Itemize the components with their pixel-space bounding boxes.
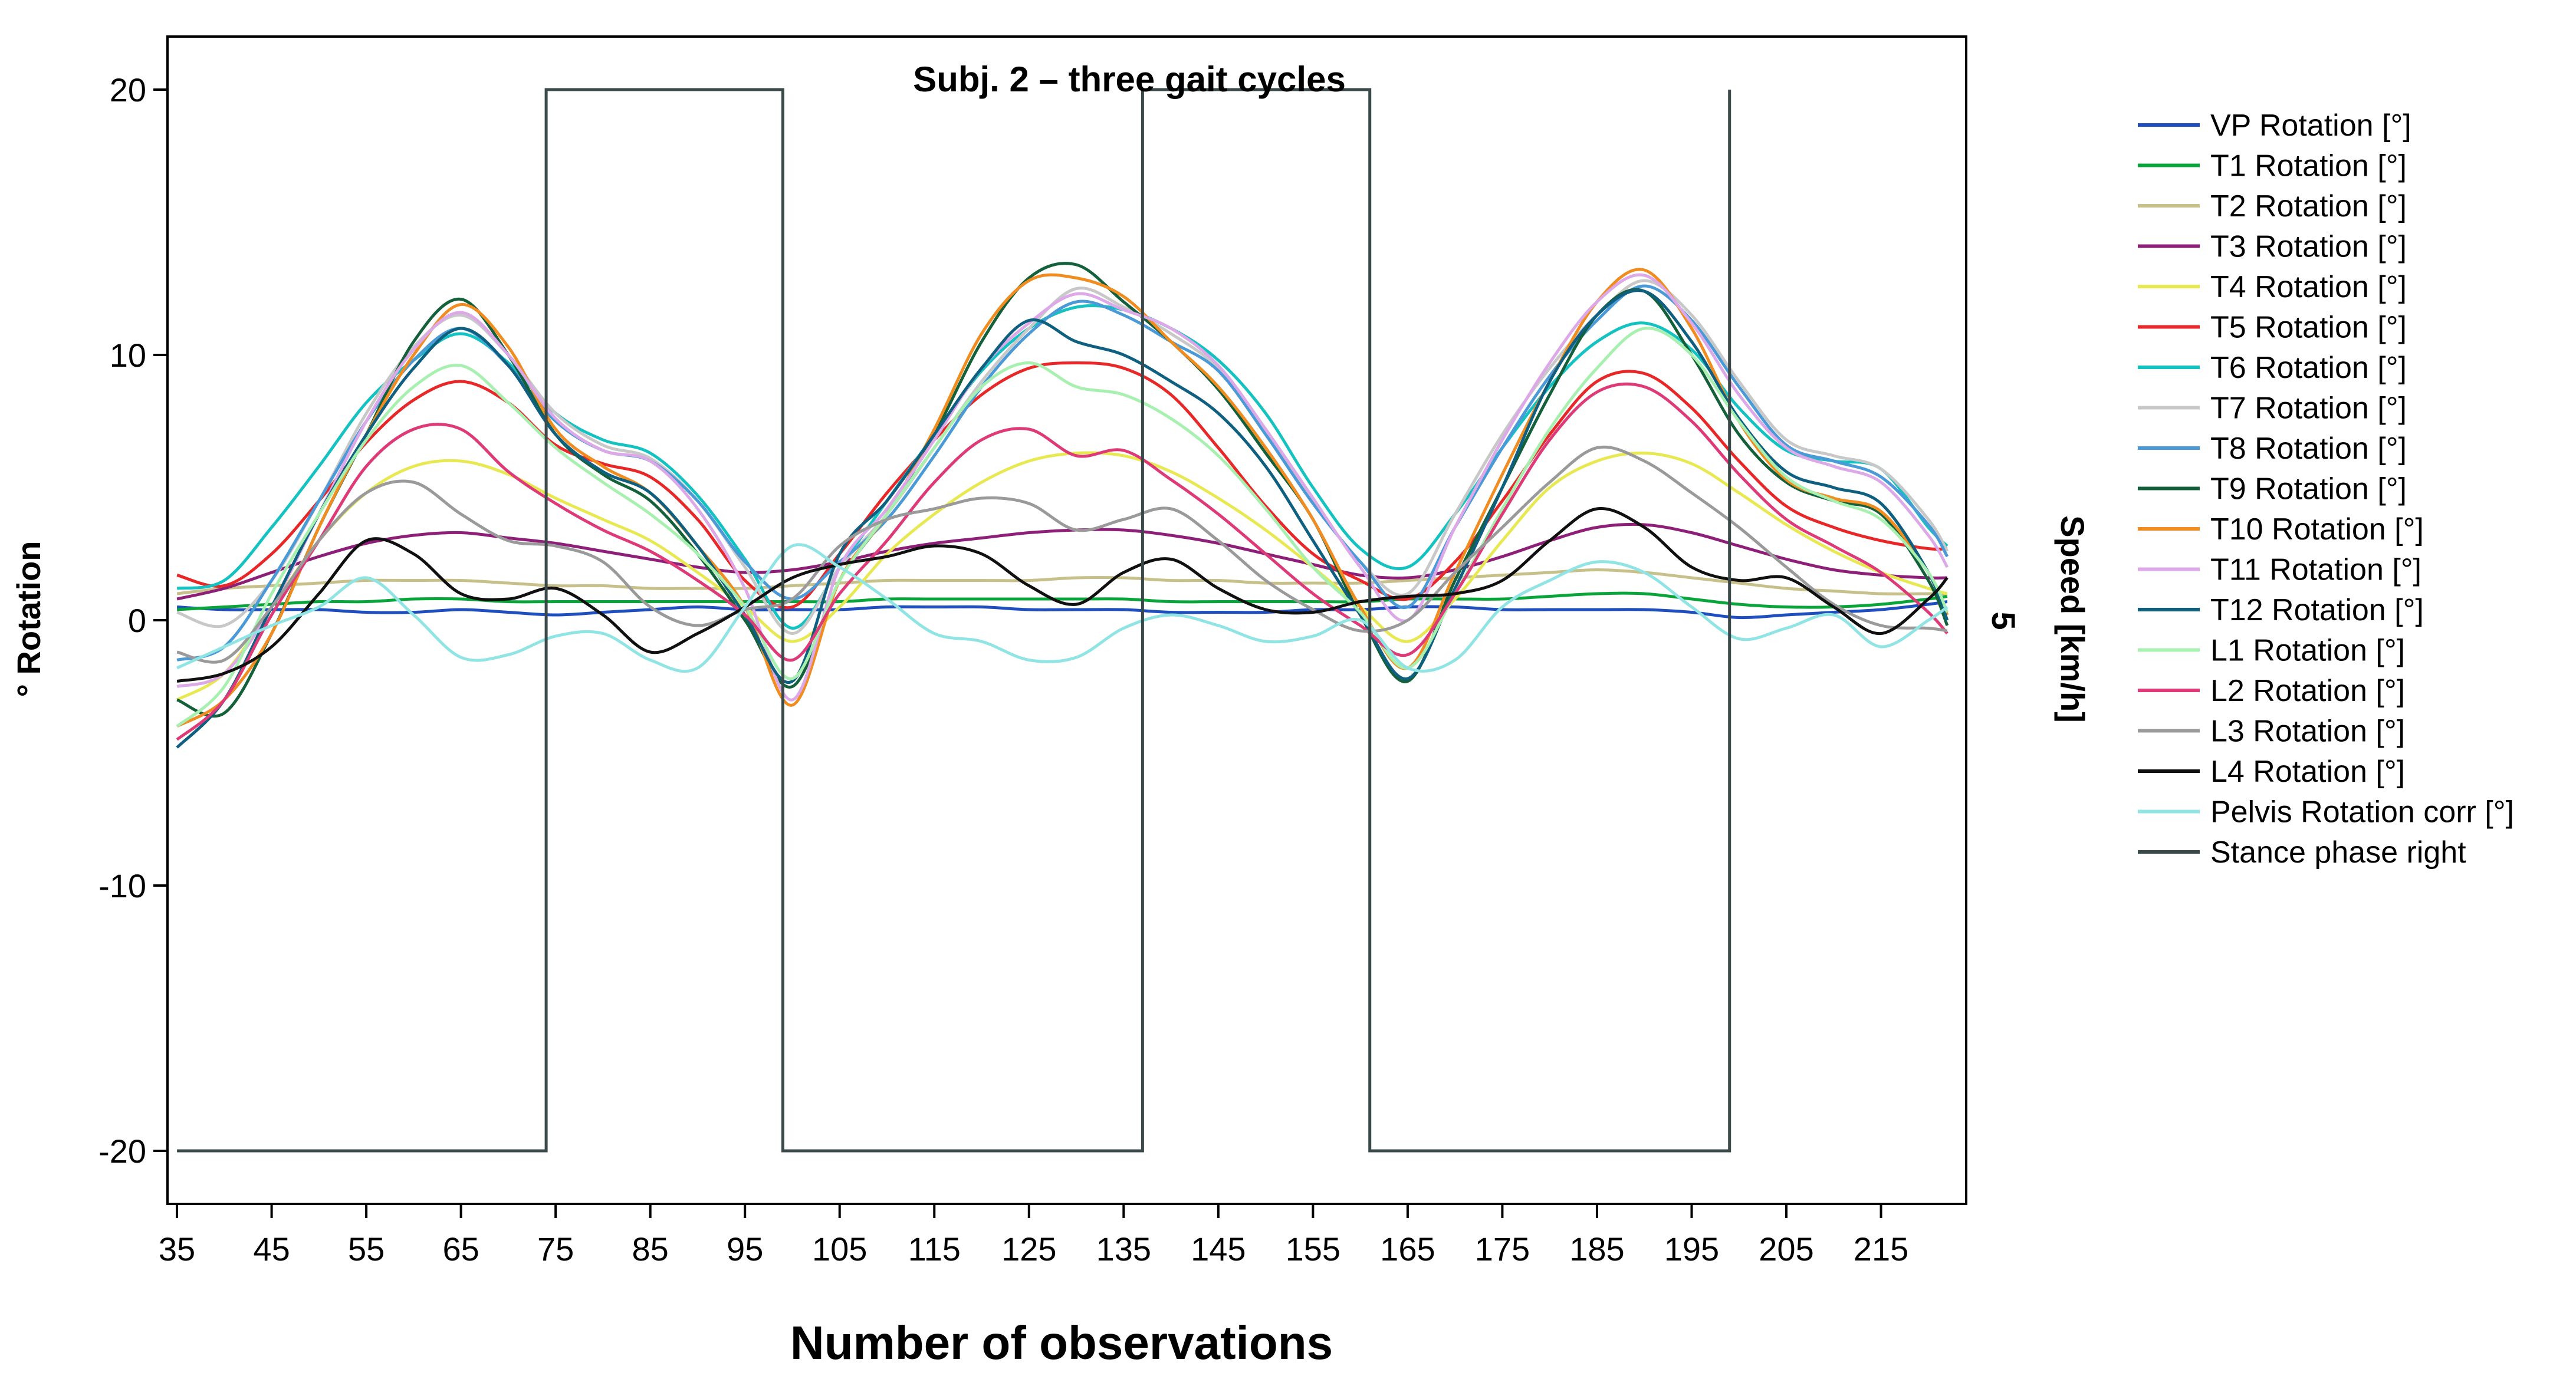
y-tick-label: 0: [128, 602, 146, 639]
x-tick-label: 65: [442, 1230, 479, 1268]
x-tick-label: 205: [1759, 1230, 1813, 1268]
series-t5-rotation: [176, 361, 1947, 610]
x-tick-label: 55: [348, 1230, 385, 1268]
chart-title: Subj. 2 – three gait cycles: [913, 60, 1346, 99]
x-tick-label: 155: [1286, 1230, 1340, 1268]
x-tick-label: 175: [1475, 1230, 1530, 1268]
legend-label-stance-phase-right: Stance phase right: [2210, 835, 2466, 870]
legend-label-t5-rotation: T5 Rotation [°]: [2210, 311, 2407, 345]
y-axis: 20 10 0 -10 -20: [98, 71, 167, 1170]
x-tick-label: 85: [632, 1230, 669, 1268]
y-axis-title: ° Rotation: [10, 541, 47, 697]
legend-label-t4-rotation: T4 Rotation [°]: [2210, 270, 2407, 304]
y2-axis-title: Speed [km/h]: [2054, 515, 2091, 723]
series-stance-phase-right: [177, 88, 1731, 1153]
x-tick-label: 75: [537, 1230, 574, 1268]
x-tick-label: 115: [908, 1230, 961, 1268]
series-t1-rotation: [176, 591, 1948, 611]
series-t10-rotation: [176, 268, 1949, 728]
series-t6-rotation: [176, 304, 1949, 630]
series-l2-rotation: [176, 382, 1949, 741]
x-tick-label: 215: [1854, 1230, 1908, 1268]
x-tick-label: 195: [1664, 1230, 1719, 1268]
series-vp-rotation: [176, 600, 1948, 620]
legend-label-t9-rotation: T9 Rotation [°]: [2210, 472, 2407, 506]
x-tick-label: 45: [253, 1230, 290, 1268]
legend-label-t7-rotation: T7 Rotation [°]: [2210, 391, 2407, 426]
series-l1-rotation: [176, 327, 1949, 728]
legend-label-vp-rotation: VP Rotation [°]: [2210, 108, 2411, 143]
x-tick-label: 105: [812, 1230, 867, 1268]
legend-label-t3-rotation: T3 Rotation [°]: [2210, 230, 2407, 264]
x-tick-label: 165: [1380, 1230, 1435, 1268]
y-tick-label: 10: [110, 337, 146, 374]
y2-tick-label: 5: [1985, 611, 2022, 630]
legend-label-pelvis-rotation-corr: Pelvis Rotation corr [°]: [2210, 795, 2514, 830]
legend-label-t10-rotation: T10 Rotation [°]: [2210, 512, 2424, 547]
x-tick-label: 125: [1001, 1230, 1056, 1268]
series-t2-rotation: [176, 568, 1947, 595]
series-pelvis-rotation-corr: [176, 543, 1949, 673]
x-axis-title: Number of observations: [790, 1317, 1333, 1369]
y-tick-label: -10: [98, 867, 146, 904]
legend-label-t8-rotation: T8 Rotation [°]: [2210, 432, 2407, 466]
x-axis: 35 45 55 65 75 85 95 105 115 125 135 145 155 165 175 18…: [159, 1204, 1908, 1268]
x-tick-label: 135: [1096, 1230, 1151, 1268]
legend: VP Rotation [°] T1 Rotation [°] T2 Rotatio…: [2138, 108, 2514, 870]
y-tick-label: -20: [98, 1133, 146, 1170]
legend-label-t2-rotation: T2 Rotation [°]: [2210, 189, 2407, 223]
x-tick-label: 185: [1569, 1230, 1624, 1268]
series-l3-rotation: [176, 445, 1948, 664]
legend-label-t11-rotation: T11 Rotation [°]: [2210, 553, 2421, 587]
legend-label-l1-rotation: L1 Rotation [°]: [2210, 634, 2405, 668]
x-tick-label: 145: [1191, 1230, 1246, 1268]
series-layer: [176, 88, 1949, 1153]
legend-label-l4-rotation: L4 Rotation [°]: [2210, 755, 2405, 789]
series-t12-rotation: [176, 289, 1949, 749]
series-t11-rotation: [176, 273, 1949, 702]
legend-label-l2-rotation: L2 Rotation [°]: [2210, 674, 2405, 708]
legend-label-t12-rotation: T12 Rotation [°]: [2210, 593, 2424, 627]
legend-label-t6-rotation: T6 Rotation [°]: [2210, 351, 2407, 385]
y-tick-label: 20: [110, 71, 146, 108]
series-l4-rotation: [176, 507, 1949, 683]
series-t7-rotation: [176, 279, 1949, 635]
legend-label-t1-rotation: T1 Rotation [°]: [2210, 149, 2407, 183]
x-tick-label: 95: [727, 1230, 763, 1268]
x-tick-label: 35: [159, 1230, 195, 1268]
legend-label-l3-rotation: L3 Rotation [°]: [2210, 715, 2405, 749]
